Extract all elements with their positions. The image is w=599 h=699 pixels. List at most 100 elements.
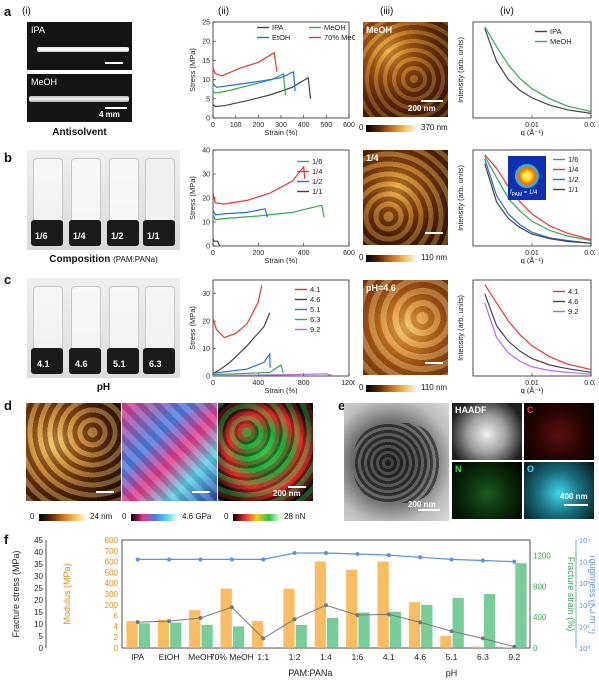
strain-tick-label: 1200 [533,551,551,560]
x-tick-label: 800 [298,380,310,387]
legend-entry: 70% MeOH [324,33,355,42]
toughness-point [198,557,203,562]
modulus-tick-label: 300 [105,590,119,599]
modulus-bar [503,647,515,648]
y-tick-label: 20 [202,319,210,326]
modulus-bar [283,588,295,648]
fracture-stress-point [355,613,360,618]
legend-entry: 1/4 [568,165,578,174]
x-tick-label: 400 [298,122,310,129]
modulus-tick-label: 2 [114,633,119,642]
colorbar-max: 24 nm [90,512,113,521]
vial-photo-composition: 1/6 1/4 1/2 1/1 [27,150,180,250]
series-line-1-6 [484,156,592,242]
x-axis-label: q (Å⁻¹) [521,256,544,264]
modulus-bar [126,621,138,648]
colorbar [366,385,418,392]
modulus-tick-label: 800 [105,536,119,545]
series-line-1-2 [484,158,592,244]
fiber-photo-ipa: IPA [27,22,132,70]
vial-label: 6.3 [149,359,162,369]
vial-label: 4.6 [75,359,88,369]
plot-frame [212,279,350,377]
series-line-1-2 [212,208,268,218]
panel-letter-f: f [4,532,9,547]
saxs-2d-inset: fPAM = 1/4 [508,156,546,200]
x-tick-label: 600 [343,250,355,257]
y-axis-label: Stress (MPa) [188,176,197,220]
fiber-label-ipa: IPA [31,25,45,35]
colorbar [366,125,418,132]
toughness-point [324,550,328,555]
vial-photo-ph: 4.1 4.6 5.1 6.3 [27,278,180,378]
category-label: 9.2 [508,652,520,662]
legend-entry: 4.6 [568,297,578,306]
series-line-70-MeOH [212,51,278,77]
modulus-bar [377,561,389,648]
stress-tick-label: 45 [34,536,43,545]
category-label: EtOH [159,652,180,662]
stress-axis-label: Fracture stress (MPa) [11,550,21,637]
toughness-point [512,559,517,564]
x-tick-label: 0.01 [525,122,539,129]
x-axis-label: Strain (%) [264,256,298,264]
toughness-tick-label: 10² [579,601,590,610]
legend-entry: 1/2 [312,177,322,186]
y-axis-label: Intensity (arb. units) [456,37,465,103]
scale-bar [96,491,114,493]
modulus-bar [220,588,232,648]
eds-label: O [527,464,535,474]
afm-label: pH=4.6 [366,283,396,293]
stress-tick-label: 5 [39,632,44,641]
legend-entry: MeOH [550,37,572,46]
eds-label: N [455,464,462,474]
x-axis-label: q (Å⁻¹) [521,128,544,136]
y-tick-label: 30 [202,172,210,179]
legend-entry: 9.2 [310,325,320,334]
category-label: 4.1 [383,652,395,662]
fracture-strain-bar [452,597,464,648]
afm-height-map [26,403,121,501]
colorbar-min: 0 [30,512,35,521]
scale-text: 4 mm [99,110,120,119]
legend-entry: IPA [550,27,562,36]
panel-letter-e: e [338,398,346,413]
fracture-stress-point [198,616,203,620]
legend-entry: 9.2 [568,307,578,316]
toughness-point [449,557,454,562]
series-line-5-1 [212,352,271,374]
series-line-4-6 [212,312,271,374]
toughness-point [135,557,140,562]
modulus-bar [189,610,201,648]
group-label-ph: pH [446,668,458,678]
series-line-6-3 [212,364,284,376]
colorbar-max: 370 nm [421,123,448,132]
scale-bar [105,107,127,109]
modulus-tick-label: 6 [114,612,119,621]
fracture-strain-bar [201,624,213,648]
panel-letter-c: c [4,272,12,287]
toughness-point [292,550,297,555]
fracture-strain-bar [295,624,307,648]
stress-tick-label: 10 [34,620,43,629]
modulus-tick-label: 200 [105,601,119,610]
colorbar-max: 110 nm [421,253,448,262]
fracture-stress-point [261,636,266,641]
vial-label: 4.1 [37,359,50,369]
series-line-1-4 [484,154,592,241]
category-label: 70% MeOH [210,652,254,662]
panel-letter-a: a [4,4,12,19]
column-label-ii: (ii) [218,6,230,17]
caption-composition-text: Composition [49,254,111,265]
modulus-tick-label: 4 [114,622,119,631]
fracture-stress-point [135,620,140,625]
category-label: IPA [131,652,144,662]
fiber-label-meoh: MeOH [31,77,58,87]
legend-entry: EtOH [272,33,290,42]
x-axis-label: Strain (%) [264,386,298,394]
modulus-axis-label: Modulus (MPa) [62,563,72,624]
series-line-1-1 [484,163,592,244]
y-tick-label: 10 [202,346,210,353]
series-line-9-2 [484,302,592,375]
fracture-stress-point [324,603,328,608]
